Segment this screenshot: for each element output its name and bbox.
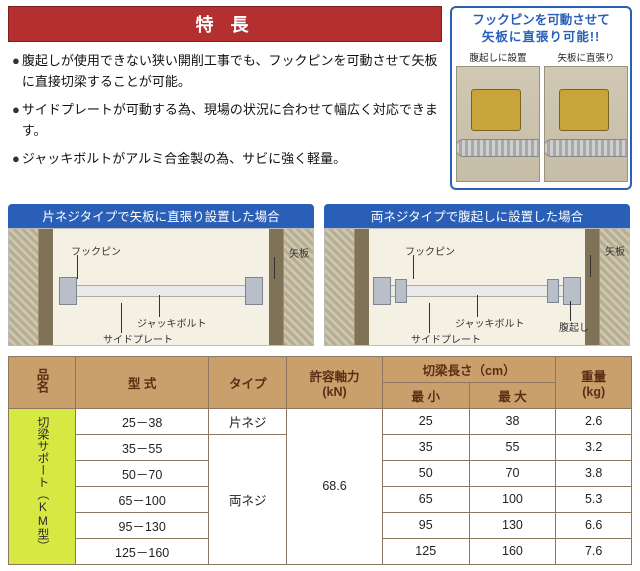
bullet-text: 腹起しが使用できない狭い開削工事でも、フックピンを可動させて矢板に直接切梁するこ… <box>22 50 440 93</box>
cell-type: 片ネジ <box>209 408 287 434</box>
photo-yaita <box>544 66 628 182</box>
diagram-title: 片ネジタイプで矢板に直張り設置した場合 <box>8 204 314 228</box>
label-hookpin: フックピン <box>71 243 121 258</box>
label-sideplate: サイドプレート <box>411 331 481 346</box>
bullet-text: ジャッキボルトがアルミ合金製の為、サビに強く軽量。 <box>22 148 346 169</box>
bullet-item: ●腹起しが使用できない狭い開削工事でも、フックピンを可動させて矢板に直接切梁する… <box>12 50 440 93</box>
cell-model: 25－38 <box>75 408 208 434</box>
cell-model: 125－160 <box>75 538 208 564</box>
page: 特 長 ●腹起しが使用できない狭い開削工事でも、フックピンを可動させて矢板に直接… <box>0 0 640 571</box>
th-axial: 許容軸力 (kN) <box>287 356 383 408</box>
th-max: 最 大 <box>469 382 556 408</box>
diagram-body: フックピン 矢板 ジャッキボルト サイドプレート 腹起し <box>324 228 630 346</box>
cell-max: 160 <box>469 538 556 564</box>
photo-col: 矢板に直張り <box>544 50 628 182</box>
table-head: 品名 型 式 タイプ 許容軸力 (kN) 切梁長さ（cm） 重量 (kg) 最 … <box>9 356 632 408</box>
callout-line1: フックピンを可動させて <box>456 12 626 29</box>
bullet-item: ●ジャッキボルトがアルミ合金製の為、サビに強く軽量。 <box>12 148 440 169</box>
cell-max: 55 <box>469 434 556 460</box>
photo-row: 腹起しに設置 矢板に直張り <box>456 50 626 182</box>
photo-caption: 腹起しに設置 <box>456 50 540 64</box>
cell-min: 35 <box>382 434 469 460</box>
cell-min: 25 <box>382 408 469 434</box>
cell-model: 65－100 <box>75 486 208 512</box>
cell-weight: 3.8 <box>556 460 632 486</box>
cell-min: 125 <box>382 538 469 564</box>
bullet-icon: ● <box>12 99 20 142</box>
feature-section: 特 長 ●腹起しが使用できない狭い開削工事でも、フックピンを可動させて矢板に直接… <box>8 6 442 190</box>
th-min: 最 小 <box>382 382 469 408</box>
diagram-ryoneji: 両ネジタイプで腹起しに設置した場合 フックピン 矢板 ジャッキボルト サイドプレ… <box>324 204 630 346</box>
cell-min: 95 <box>382 512 469 538</box>
cell-max: 100 <box>469 486 556 512</box>
label-jackbolt: ジャッキボルト <box>137 315 207 330</box>
callout-box: フックピンを可動させて 矢板に直張り可能!! 腹起しに設置 矢板に直張り <box>450 6 632 190</box>
th-model: 型 式 <box>75 356 208 408</box>
label-haraokoshi: 腹起し <box>559 319 589 334</box>
label-jackbolt: ジャッキボルト <box>455 315 525 330</box>
diagram-body: フックピン 矢板 ジャッキボルト サイドプレート <box>8 228 314 346</box>
cell-type: 両ネジ <box>209 434 287 564</box>
callout-title: フックピンを可動させて 矢板に直張り可能!! <box>456 12 626 46</box>
cell-max: 38 <box>469 408 556 434</box>
bullet-icon: ● <box>12 50 20 93</box>
cell-weight: 7.6 <box>556 538 632 564</box>
spec-table: 品名 型 式 タイプ 許容軸力 (kN) 切梁長さ（cm） 重量 (kg) 最 … <box>8 356 632 565</box>
bullet-item: ●サイドプレートが可動する為、現場の状況に合わせて幅広く対応できます。 <box>12 99 440 142</box>
photo-caption: 矢板に直張り <box>544 50 628 64</box>
cell-min: 65 <box>382 486 469 512</box>
bullet-icon: ● <box>12 148 20 169</box>
table-row: 切梁サポート（KM型） 25－38 片ネジ 68.6 25 38 2.6 <box>9 408 632 434</box>
table-body: 切梁サポート（KM型） 25－38 片ネジ 68.6 25 38 2.6 35－… <box>9 408 632 564</box>
bullet-text: サイドプレートが可動する為、現場の状況に合わせて幅広く対応できます。 <box>22 99 440 142</box>
th-type: タイプ <box>209 356 287 408</box>
label-yaita: 矢板 <box>289 245 309 260</box>
cell-model: 35－55 <box>75 434 208 460</box>
cell-weight: 6.6 <box>556 512 632 538</box>
th-length: 切梁長さ（cm） <box>382 356 555 382</box>
label-yaita: 矢板 <box>605 243 625 258</box>
diagram-kataneji: 片ネジタイプで矢板に直張り設置した場合 フックピン 矢板 ジャッキボルト サイド… <box>8 204 314 346</box>
cell-axial: 68.6 <box>287 408 383 564</box>
cell-model: 50－70 <box>75 460 208 486</box>
cell-product-name: 切梁サポート（KM型） <box>9 408 76 564</box>
photo-haraokoshi <box>456 66 540 182</box>
cell-max: 130 <box>469 512 556 538</box>
cell-max: 70 <box>469 460 556 486</box>
cell-model: 95－130 <box>75 512 208 538</box>
th-weight: 重量 (kg) <box>556 356 632 408</box>
top-row: 特 長 ●腹起しが使用できない狭い開削工事でも、フックピンを可動させて矢板に直接… <box>8 6 632 190</box>
label-sideplate: サイドプレート <box>103 331 173 346</box>
feature-header: 特 長 <box>8 6 442 42</box>
cell-weight: 2.6 <box>556 408 632 434</box>
diagram-row: 片ネジタイプで矢板に直張り設置した場合 フックピン 矢板 ジャッキボルト サイド… <box>8 204 632 346</box>
feature-bullets: ●腹起しが使用できない狭い開削工事でも、フックピンを可動させて矢板に直接切梁する… <box>8 50 442 169</box>
cell-min: 50 <box>382 460 469 486</box>
diagram-title: 両ネジタイプで腹起しに設置した場合 <box>324 204 630 228</box>
cell-weight: 5.3 <box>556 486 632 512</box>
photo-col: 腹起しに設置 <box>456 50 540 182</box>
callout-line2: 矢板に直張り可能!! <box>456 29 626 46</box>
cell-weight: 3.2 <box>556 434 632 460</box>
th-name: 品名 <box>9 356 76 408</box>
